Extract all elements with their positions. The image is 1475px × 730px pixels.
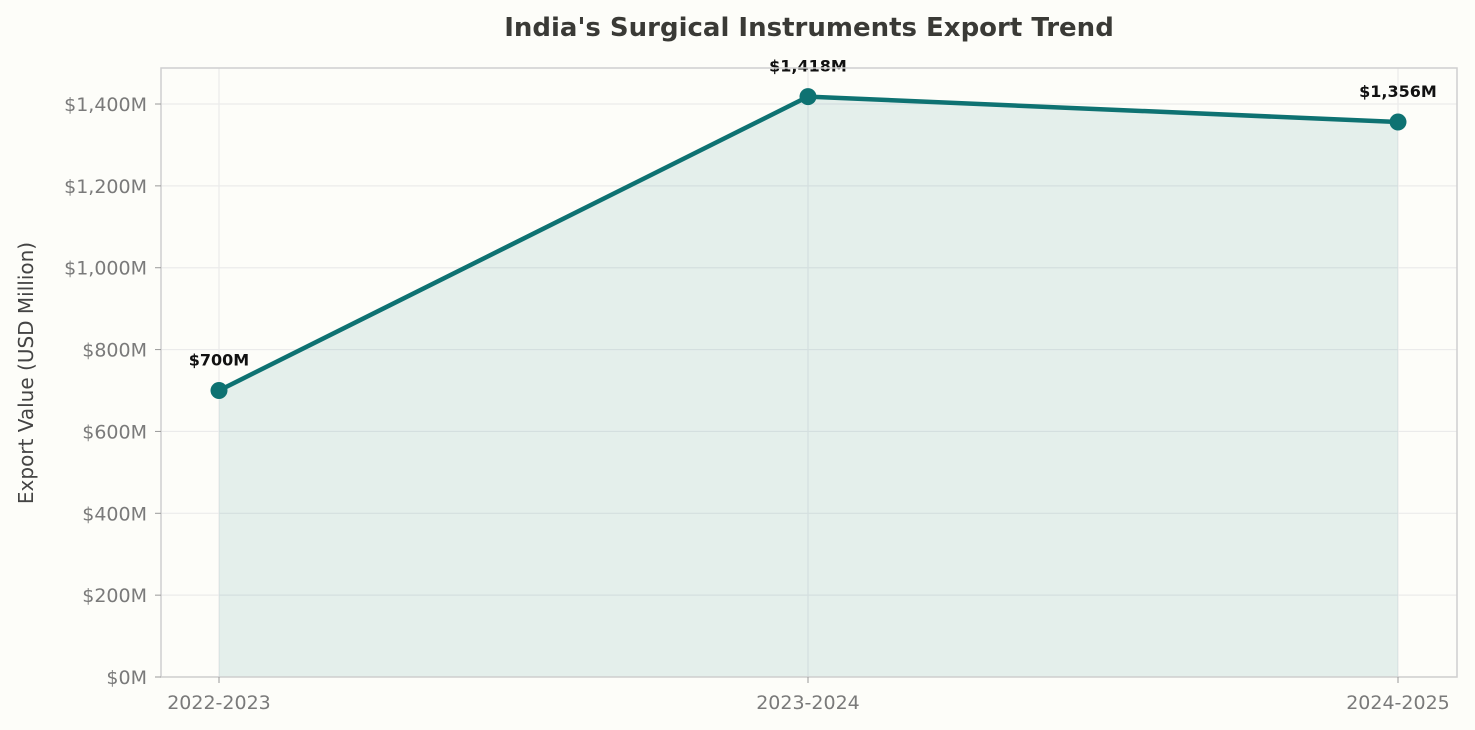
data-point: [799, 88, 817, 106]
y-tick-label: $800M: [82, 340, 147, 362]
y-tick-label: $200M: [82, 585, 147, 607]
y-tick-label: $1,000M: [64, 258, 147, 280]
data-point: [1389, 113, 1407, 131]
data-point: [210, 382, 228, 400]
data-label: $1,418M: [769, 57, 847, 76]
y-tick-label: $1,400M: [64, 94, 147, 116]
chart-title: India's Surgical Instruments Export Tren…: [504, 13, 1114, 43]
y-axis-label: Export Value (USD Million): [14, 242, 38, 504]
y-tick-label: $600M: [82, 421, 147, 443]
data-label: $700M: [189, 351, 249, 370]
data-label: $1,356M: [1359, 82, 1437, 101]
y-tick-label: $1,200M: [64, 176, 147, 198]
y-tick-label: $400M: [82, 503, 147, 525]
area-fill: [219, 96, 1398, 678]
y-tick-label: $0M: [106, 667, 147, 689]
plot-frame: [160, 67, 1458, 678]
x-tick-label: 2024-2025: [1346, 692, 1450, 714]
x-tick-label: 2023-2024: [756, 692, 860, 714]
x-tick-label: 2022-2023: [167, 692, 271, 714]
